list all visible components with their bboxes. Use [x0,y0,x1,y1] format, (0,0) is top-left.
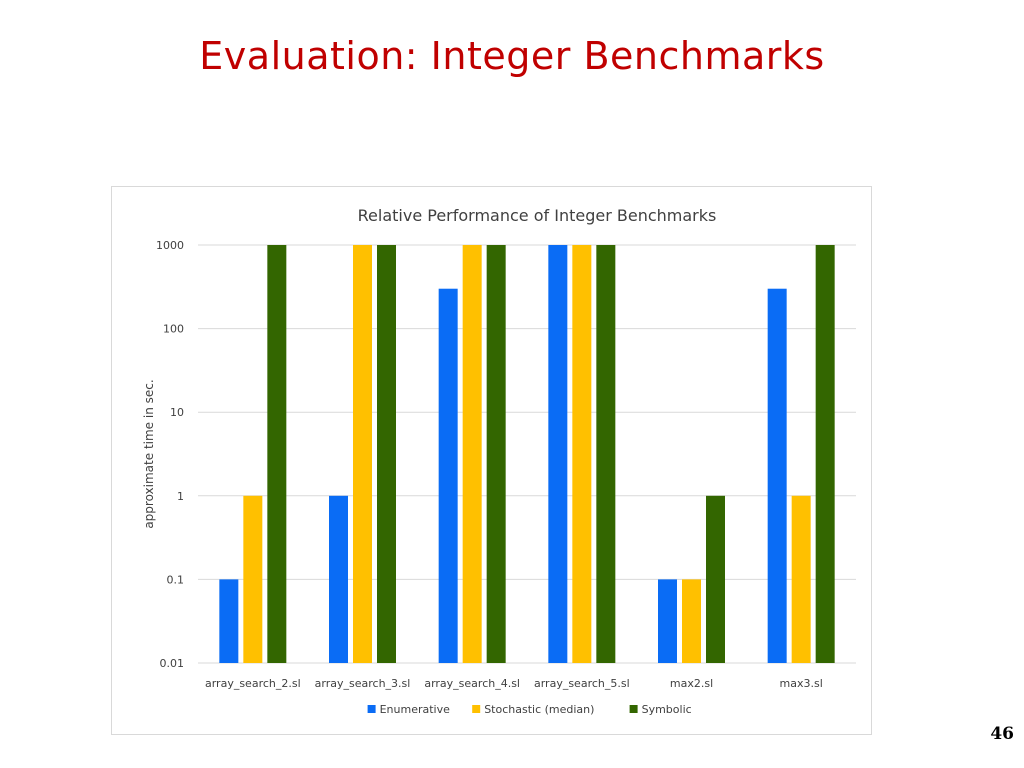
bar-enumerative-1 [329,495,348,663]
bar-enumerative-5 [767,288,787,663]
bar-chart: Relative Performance of Integer Benchmar… [142,206,856,716]
bar-symbolic-1 [377,245,396,663]
bar-stochastic-median--3 [572,245,592,663]
y-axis-label: approximate time in sec. [142,379,156,528]
x-category-label: max3.sl [780,677,823,690]
chart-title: Relative Performance of Integer Benchmar… [358,206,717,225]
legend-label: Stochastic (median) [484,703,594,716]
x-category-label: array_search_2.sl [205,677,301,690]
bar-symbolic-0 [267,245,287,663]
bar-stochastic-median--5 [791,495,811,663]
y-tick-label: 1000 [156,239,184,252]
bar-enumerative-0 [219,579,239,663]
y-tick-label: 1 [177,490,184,503]
slide-title: Evaluation: Integer Benchmarks [199,34,825,78]
page-number: 46 [990,724,1014,744]
y-tick-label: 0.01 [160,657,185,670]
x-category-label: max2.sl [670,677,713,690]
bar-symbolic-2 [486,245,506,663]
legend-label: Enumerative [380,703,451,716]
bar-symbolic-4 [706,495,725,663]
bar-symbolic-3 [596,245,616,663]
x-category-label: array_search_3.sl [315,677,411,690]
y-tick-label: 10 [170,406,184,419]
y-tick-label: 0.1 [167,573,185,586]
bar-stochastic-median--0 [243,495,263,663]
bar-enumerative-4 [658,579,677,663]
bar-symbolic-5 [815,245,835,663]
legend-label: Symbolic [642,703,692,716]
chart-container: Relative Performance of Integer Benchmar… [111,186,872,735]
x-category-label: array_search_4.sl [424,677,520,690]
bar-enumerative-3 [548,245,568,663]
bar-stochastic-median--2 [462,245,482,663]
bar-enumerative-2 [438,288,458,663]
y-tick-label: 100 [163,323,184,336]
bar-stochastic-median--1 [353,245,372,663]
legend-swatch [367,705,376,713]
legend-swatch [472,705,481,713]
bar-stochastic-median--4 [682,579,701,663]
x-category-label: array_search_5.sl [534,677,630,690]
legend-swatch [629,705,638,713]
